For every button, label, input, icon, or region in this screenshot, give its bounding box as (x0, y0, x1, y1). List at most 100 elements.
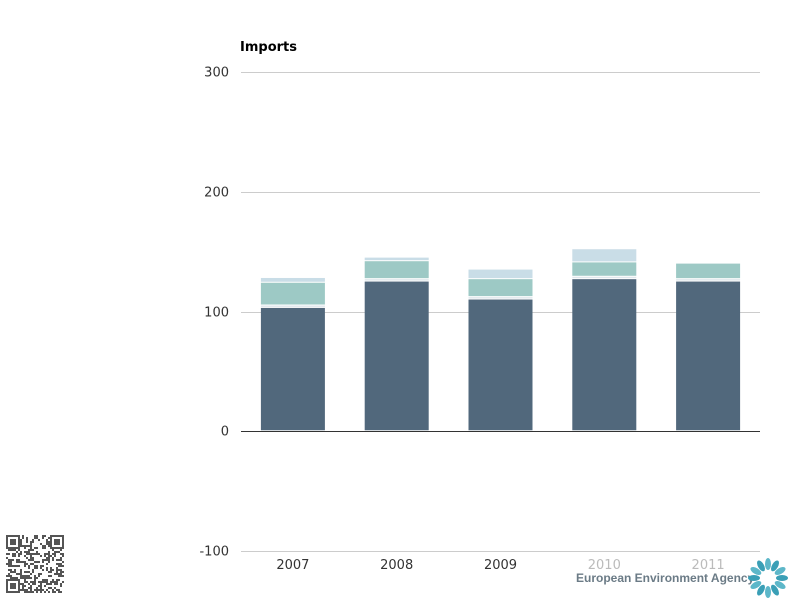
qr-module (38, 581, 40, 583)
qr-module (60, 535, 62, 537)
qr-module (16, 559, 18, 561)
qr-module (40, 587, 42, 589)
qr-module (62, 575, 64, 577)
qr-module (6, 543, 8, 545)
qr-module (36, 587, 38, 589)
qr-module (32, 569, 34, 571)
qr-module (60, 571, 62, 573)
qr-module (30, 563, 32, 565)
bar-segment (468, 299, 533, 431)
qr-module (48, 553, 50, 555)
qr-module (52, 547, 54, 549)
qr-module (30, 543, 32, 545)
qr-module (22, 535, 24, 537)
qr-module (58, 543, 60, 545)
qr-module (60, 583, 62, 585)
qr-module (56, 571, 58, 573)
qr-module (38, 585, 40, 587)
qr-module (18, 573, 20, 575)
qr-module (32, 591, 34, 593)
qr-module (30, 577, 32, 579)
qr-module (20, 575, 22, 577)
qr-module (14, 591, 16, 593)
qr-module (42, 561, 44, 563)
qr-module (36, 547, 38, 549)
qr-module (32, 571, 34, 573)
bar-segment (260, 282, 325, 305)
qr-module (46, 563, 48, 565)
qr-module (20, 589, 22, 591)
y-tick-label: 300 (204, 66, 229, 81)
qr-module (46, 541, 48, 543)
logo-ray (774, 581, 786, 589)
bar-segment (364, 279, 429, 281)
qr-module (12, 587, 14, 589)
qr-module (34, 579, 36, 581)
qr-module (20, 569, 22, 571)
qr-module (40, 555, 42, 557)
qr-module (18, 541, 20, 543)
qr-module (60, 591, 62, 593)
qr-module (36, 553, 38, 555)
qr-module (14, 535, 16, 537)
bar-segment (468, 269, 533, 279)
qr-module (24, 585, 26, 587)
qr-module (30, 557, 32, 559)
qr-module (48, 545, 50, 547)
qr-module (42, 537, 44, 539)
qr-module (52, 591, 54, 593)
qr-module (26, 545, 28, 547)
qr-module (56, 567, 58, 569)
qr-module (14, 583, 16, 585)
qr-module (22, 545, 24, 547)
qr-module (50, 581, 52, 583)
qr-module (18, 543, 20, 545)
qr-module (6, 585, 8, 587)
qr-module (28, 577, 30, 579)
qr-module (30, 549, 32, 551)
qr-module (32, 553, 34, 555)
qr-module (30, 585, 32, 587)
bar-segment (572, 279, 637, 431)
qr-module (12, 571, 14, 573)
qr-module (24, 561, 26, 563)
qr-module (16, 551, 18, 553)
y-axis-ticks: -100 0 100 200 300 (199, 66, 229, 560)
qr-module (30, 545, 32, 547)
qr-module (12, 579, 14, 581)
qr-module (14, 549, 16, 551)
eea-logo[interactable]: European Environment Agency (576, 556, 794, 600)
qr-module (52, 581, 54, 583)
qr-module (30, 541, 32, 543)
qr-code-icon[interactable] (6, 535, 64, 593)
qr-module (18, 587, 20, 589)
qr-module (18, 547, 20, 549)
qr-module (12, 585, 14, 587)
qr-module (26, 537, 28, 539)
qr-module (54, 587, 56, 589)
qr-module (48, 561, 50, 563)
qr-module (48, 571, 50, 573)
qr-module (12, 539, 14, 541)
qr-module (58, 547, 60, 549)
qr-module (32, 539, 34, 541)
qr-module (62, 543, 64, 545)
qr-module (56, 583, 58, 585)
qr-module (28, 575, 30, 577)
qr-module (60, 585, 62, 587)
qr-module (62, 547, 64, 549)
qr-module (50, 543, 52, 545)
qr-module (62, 539, 64, 541)
qr-module (28, 587, 30, 589)
qr-module (20, 577, 22, 579)
qr-module (48, 543, 50, 545)
qr-module (18, 591, 20, 593)
logo-ray (750, 567, 762, 575)
qr-module (8, 579, 10, 581)
qr-module (6, 583, 8, 585)
qr-module (18, 549, 20, 551)
bar-segment (676, 263, 741, 279)
qr-module (6, 579, 8, 581)
qr-module (30, 555, 32, 557)
qr-module (46, 589, 48, 591)
